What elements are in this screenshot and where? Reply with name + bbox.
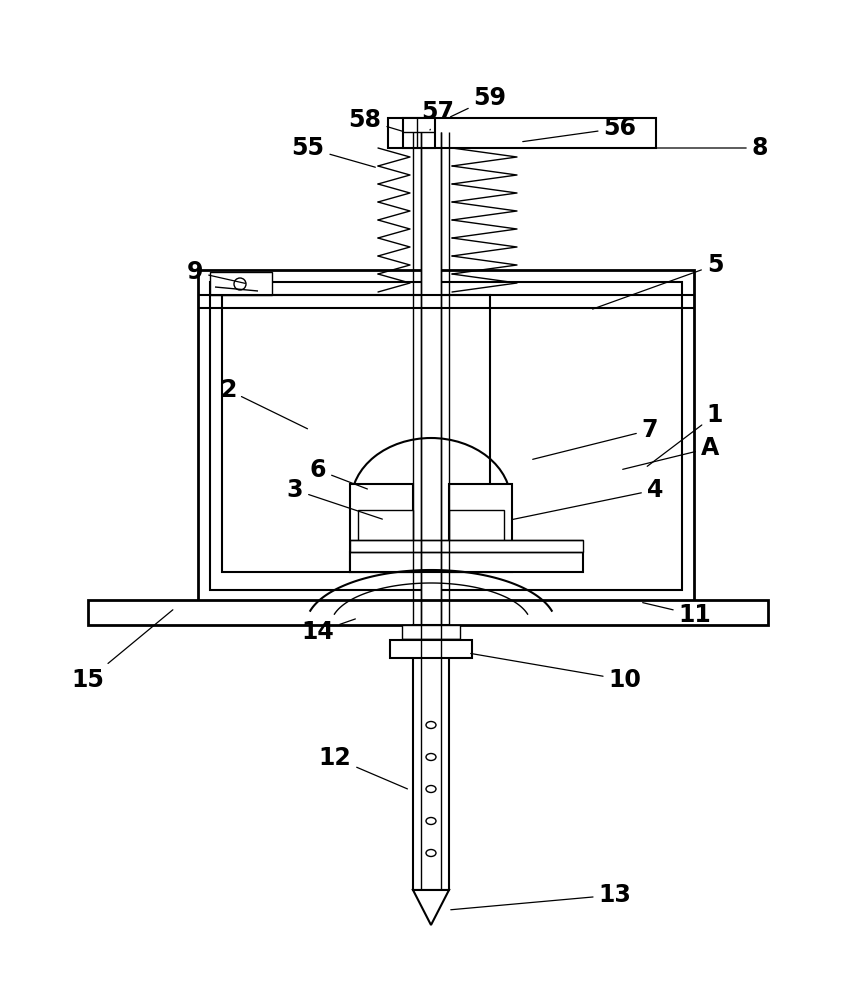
Text: 59: 59	[450, 86, 507, 117]
Bar	[210, 272, 272, 295]
Text: 13: 13	[451, 883, 632, 910]
Text: 5: 5	[592, 253, 723, 309]
Text: 12: 12	[318, 746, 407, 789]
Bar	[403, 118, 435, 148]
Text: 58: 58	[348, 108, 402, 132]
Text: 6: 6	[310, 458, 367, 489]
Bar	[449, 510, 504, 548]
Bar	[358, 510, 413, 548]
Text: 15: 15	[72, 610, 173, 692]
Text: A: A	[622, 436, 719, 469]
Text: 11: 11	[643, 603, 711, 627]
Bar	[421, 130, 441, 626]
Bar	[222, 295, 490, 572]
Text: 4: 4	[513, 478, 663, 519]
Text: 8: 8	[648, 136, 768, 160]
Text: 7: 7	[532, 418, 658, 459]
Bar	[350, 484, 413, 572]
Text: 56: 56	[523, 116, 637, 142]
Bar	[402, 625, 460, 639]
Text: 9: 9	[187, 260, 246, 284]
Text: 14: 14	[301, 619, 355, 644]
Bar	[449, 484, 512, 572]
Text: 55: 55	[292, 136, 375, 167]
Bar	[210, 282, 682, 590]
Text: 3: 3	[287, 478, 383, 519]
Bar	[390, 640, 472, 658]
Polygon shape	[413, 890, 449, 925]
Bar	[413, 625, 449, 890]
Text: 2: 2	[220, 378, 307, 429]
Bar	[388, 118, 656, 148]
Text: 1: 1	[647, 403, 723, 466]
Bar	[198, 270, 694, 602]
Bar	[350, 552, 583, 572]
Text: 57: 57	[421, 100, 455, 130]
Bar	[350, 540, 583, 552]
Text: 10: 10	[471, 653, 641, 692]
Bar	[88, 600, 768, 625]
